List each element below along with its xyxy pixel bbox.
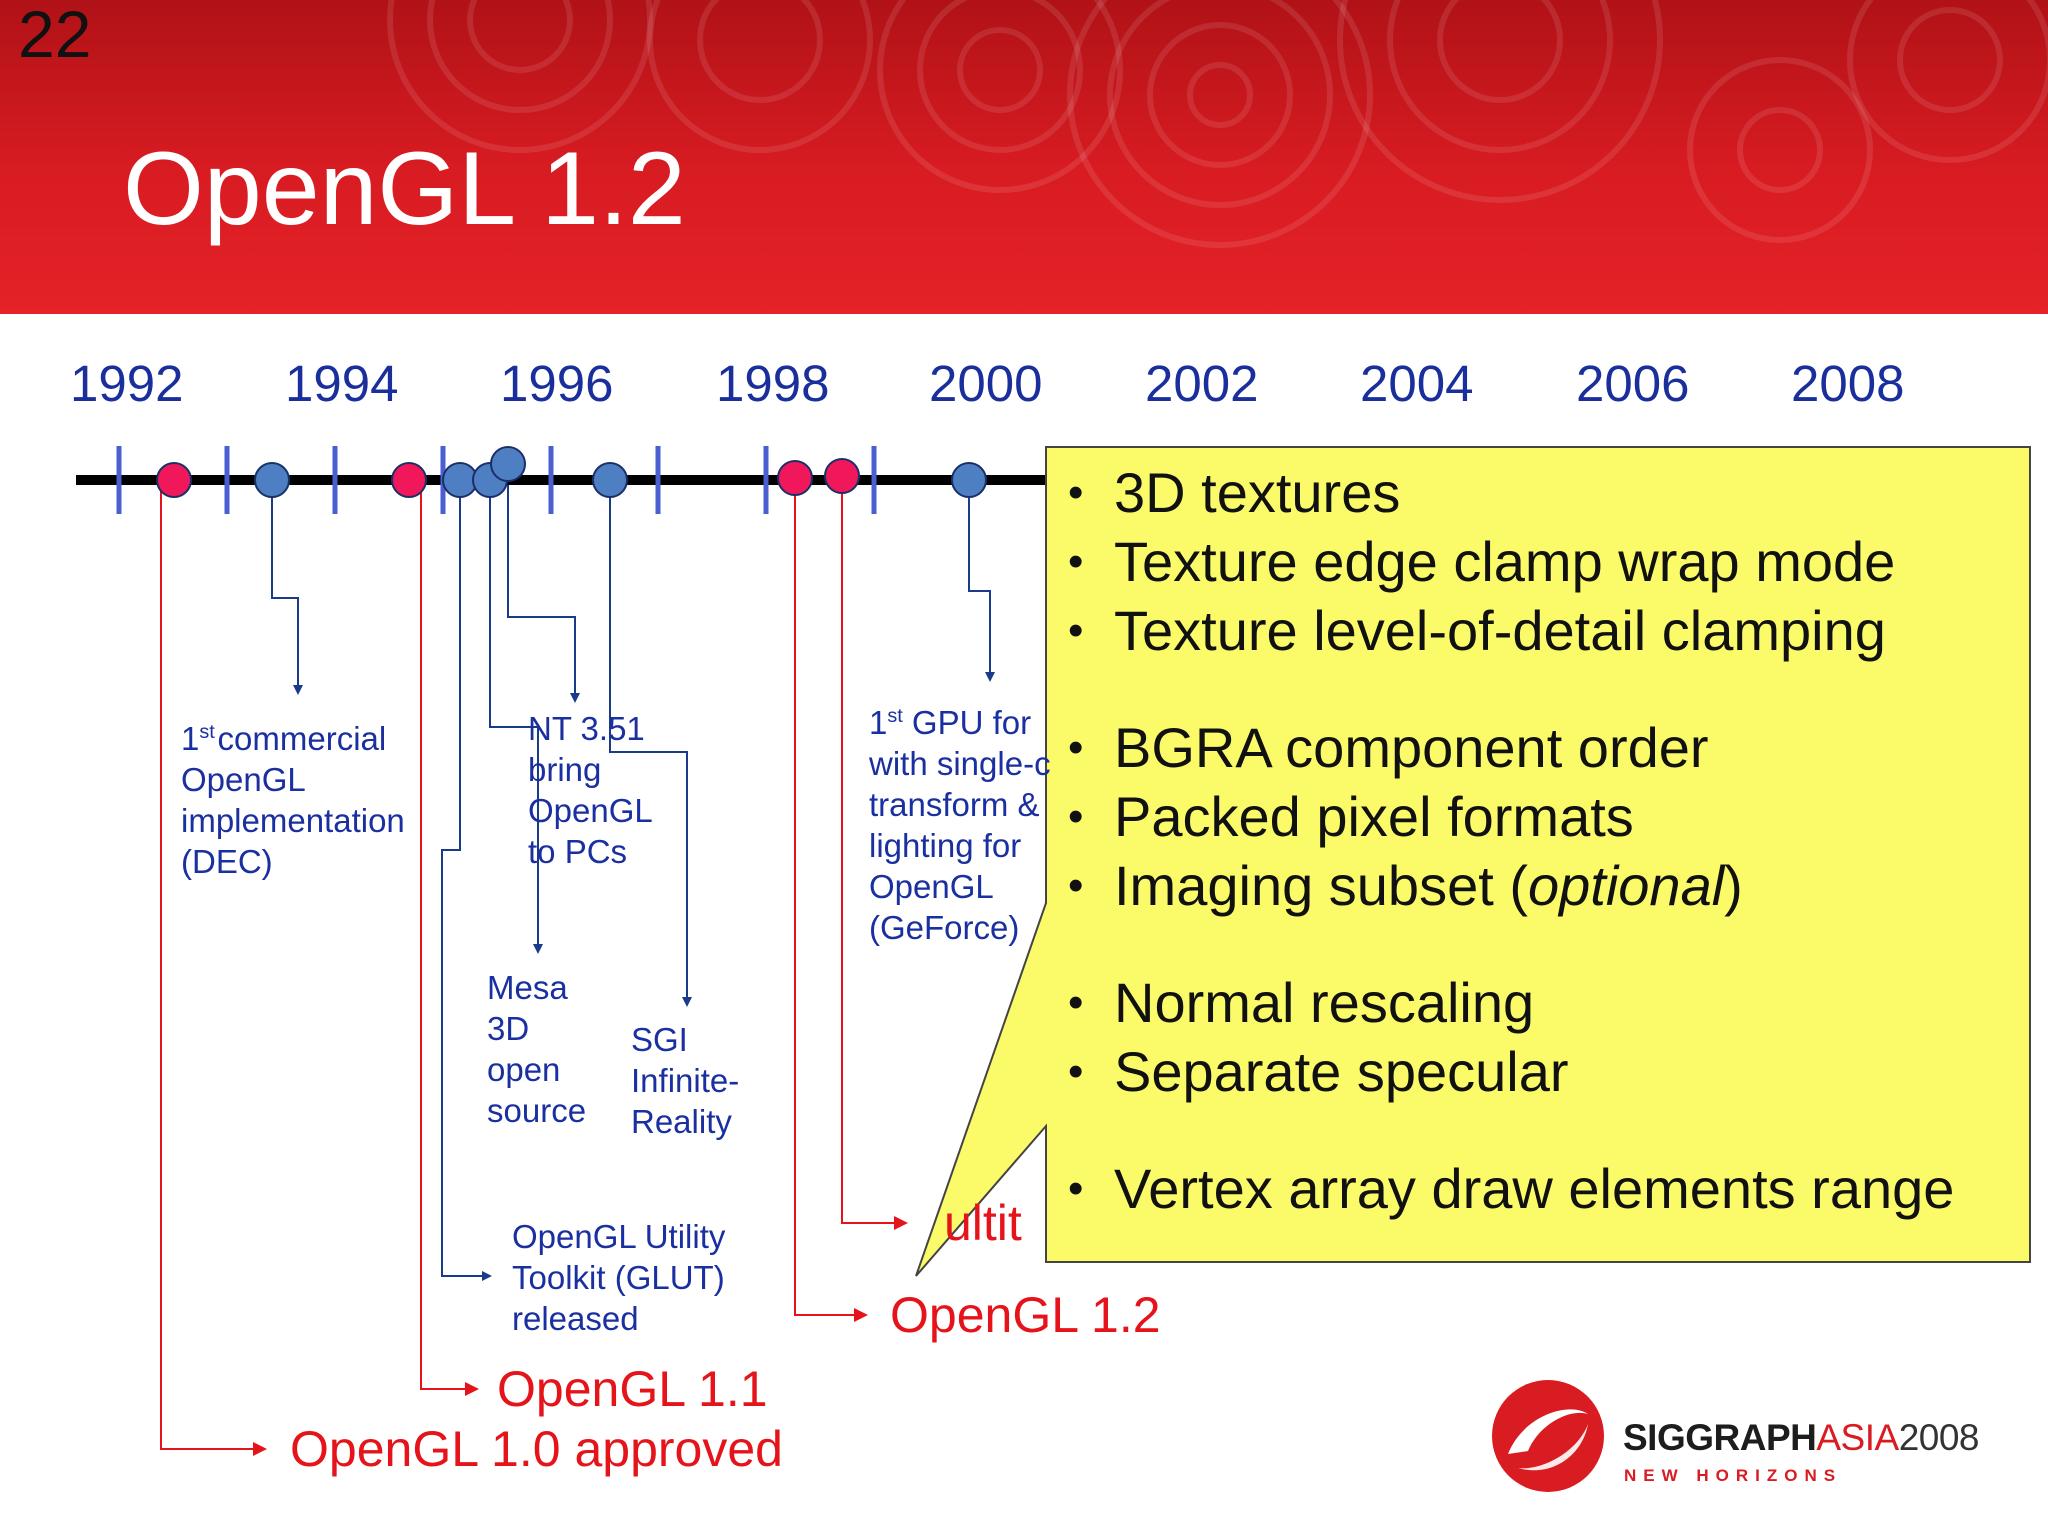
release-opengl-10: OpenGL 1.0 approved xyxy=(290,1421,783,1477)
connector-sgi xyxy=(609,480,692,1007)
marker-nt xyxy=(490,446,526,482)
year-label: 2006 xyxy=(1576,355,1690,412)
event-label-glut: OpenGL Utility Toolkit (GLUT) released xyxy=(512,1218,726,1337)
event-label-nt: NT 3.51 bring OpenGL to PCs xyxy=(528,710,653,870)
year-label: 2004 xyxy=(1360,355,1474,412)
callout-item: Texture level-of-detail clamping xyxy=(1064,596,1954,665)
callout-item: Normal rescaling xyxy=(1064,968,1954,1037)
connector-opengl-11 xyxy=(420,480,479,1396)
connector-glut xyxy=(441,480,492,1281)
release-multitexture-partial: ultit xyxy=(944,1195,1022,1251)
logo-wordmark: SIGGRAPHASIA2008 xyxy=(1623,1417,1980,1458)
connector-nt xyxy=(507,464,580,703)
release-opengl-12: OpenGL 1.2 xyxy=(890,1287,1161,1343)
year-label: 2000 xyxy=(929,355,1043,412)
marker-opengl-12 xyxy=(777,460,813,496)
marker-opengl-11 xyxy=(391,462,427,498)
marker-dec xyxy=(254,462,290,498)
year-label: 2008 xyxy=(1791,355,1905,412)
connector-mesa xyxy=(489,480,543,954)
release-opengl-11: OpenGL 1.1 xyxy=(497,1361,768,1417)
marker-gpu xyxy=(951,462,987,498)
year-label: 2002 xyxy=(1145,355,1259,412)
header-decoration xyxy=(387,0,2048,248)
callout-item: BGRA component order xyxy=(1064,713,1954,782)
event-label-sgi: SGI Infinite- Reality xyxy=(631,1021,740,1140)
marker-glut xyxy=(442,462,478,498)
marker-sgi xyxy=(592,462,628,498)
year-label: 1998 xyxy=(716,355,830,412)
logo-tagline: NEW HORIZONS xyxy=(1624,1466,1843,1485)
year-label: 1996 xyxy=(500,355,614,412)
callout-feature-list: 3D textures Texture edge clamp wrap mode… xyxy=(1064,458,1954,1223)
slide-number: 22 xyxy=(18,0,92,71)
marker-multitexture xyxy=(824,458,860,494)
connector-gpu xyxy=(968,480,995,682)
connector-dec xyxy=(271,480,303,695)
marker-opengl-10 xyxy=(156,462,192,498)
year-label: 1994 xyxy=(285,355,399,412)
callout-item: Texture edge clamp wrap mode xyxy=(1064,527,1954,596)
slide-header: 22 OpenGL 1.2 xyxy=(0,0,2048,314)
callout-item: Separate specular xyxy=(1064,1037,1954,1106)
callout-item: Vertex array draw elements range xyxy=(1064,1154,1954,1223)
year-label: 1992 xyxy=(70,355,184,412)
event-label-mesa: Mesa 3D open source xyxy=(487,969,587,1129)
callout-item: Imaging subset (optional) xyxy=(1064,851,1954,920)
callout-item: Packed pixel formats xyxy=(1064,782,1954,851)
page-title: OpenGL 1.2 xyxy=(123,131,686,247)
connector-opengl-12 xyxy=(794,480,868,1322)
connector-multitexture xyxy=(841,480,908,1230)
callout-item: 3D textures xyxy=(1064,458,1954,527)
siggraph-logo-icon xyxy=(1492,1380,1604,1492)
event-label-gpu: 1st GPU for with single-c transform & li… xyxy=(869,704,1051,946)
event-label-dec: 1st commercial OpenGL implementation (DE… xyxy=(181,720,405,880)
connector-opengl-10 xyxy=(160,480,267,1456)
